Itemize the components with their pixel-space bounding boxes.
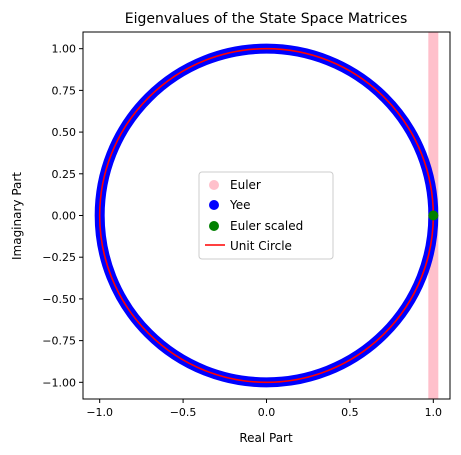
x-axis-label: Real Part — [239, 431, 293, 445]
legend-marker-euler — [209, 180, 219, 190]
x-tick-label: 0.5 — [341, 406, 359, 419]
euler-scaled-point-0 — [428, 210, 439, 221]
x-tick-label: 0.0 — [258, 406, 276, 419]
y-axis: −1.00 −0.75 −0.50 −0.25 0.00 0.25 0.50 0.75 1.00 — [42, 43, 83, 389]
y-tick-label: −0.75 — [42, 335, 76, 348]
legend-label-euler-scaled: Euler scaled — [230, 219, 303, 233]
y-tick-label: 0.25 — [52, 168, 77, 181]
legend: Euler Yee Euler scaled Unit Circle — [198, 171, 334, 260]
y-tick-label: −1.00 — [42, 376, 76, 389]
y-tick-label: 0.50 — [52, 126, 77, 139]
y-tick-label: 0.75 — [52, 84, 77, 97]
legend-marker-yee — [209, 200, 219, 210]
x-tick-label: −0.5 — [170, 406, 197, 419]
y-tick-label: −0.50 — [42, 293, 76, 306]
legend-label-unit-circle: Unit Circle — [230, 239, 292, 253]
y-tick-label: −0.25 — [42, 251, 76, 264]
x-tick-label: −1.0 — [86, 406, 113, 419]
legend-label-yee: Yee — [229, 198, 251, 212]
x-axis: −1.0 −0.5 0.0 0.5 1.0 — [86, 399, 442, 419]
plot-area — [94, 32, 439, 399]
chart-title: Eigenvalues of the State Space Matrices — [125, 11, 407, 27]
x-tick-label: 1.0 — [425, 406, 443, 419]
y-axis-label: Imaginary Part — [10, 172, 24, 260]
legend-label-euler: Euler — [230, 178, 261, 192]
y-tick-label: 1.00 — [52, 43, 77, 56]
legend-frame — [198, 171, 334, 260]
y-tick-label: 0.00 — [52, 210, 77, 223]
legend-marker-euler-scaled — [209, 221, 219, 231]
